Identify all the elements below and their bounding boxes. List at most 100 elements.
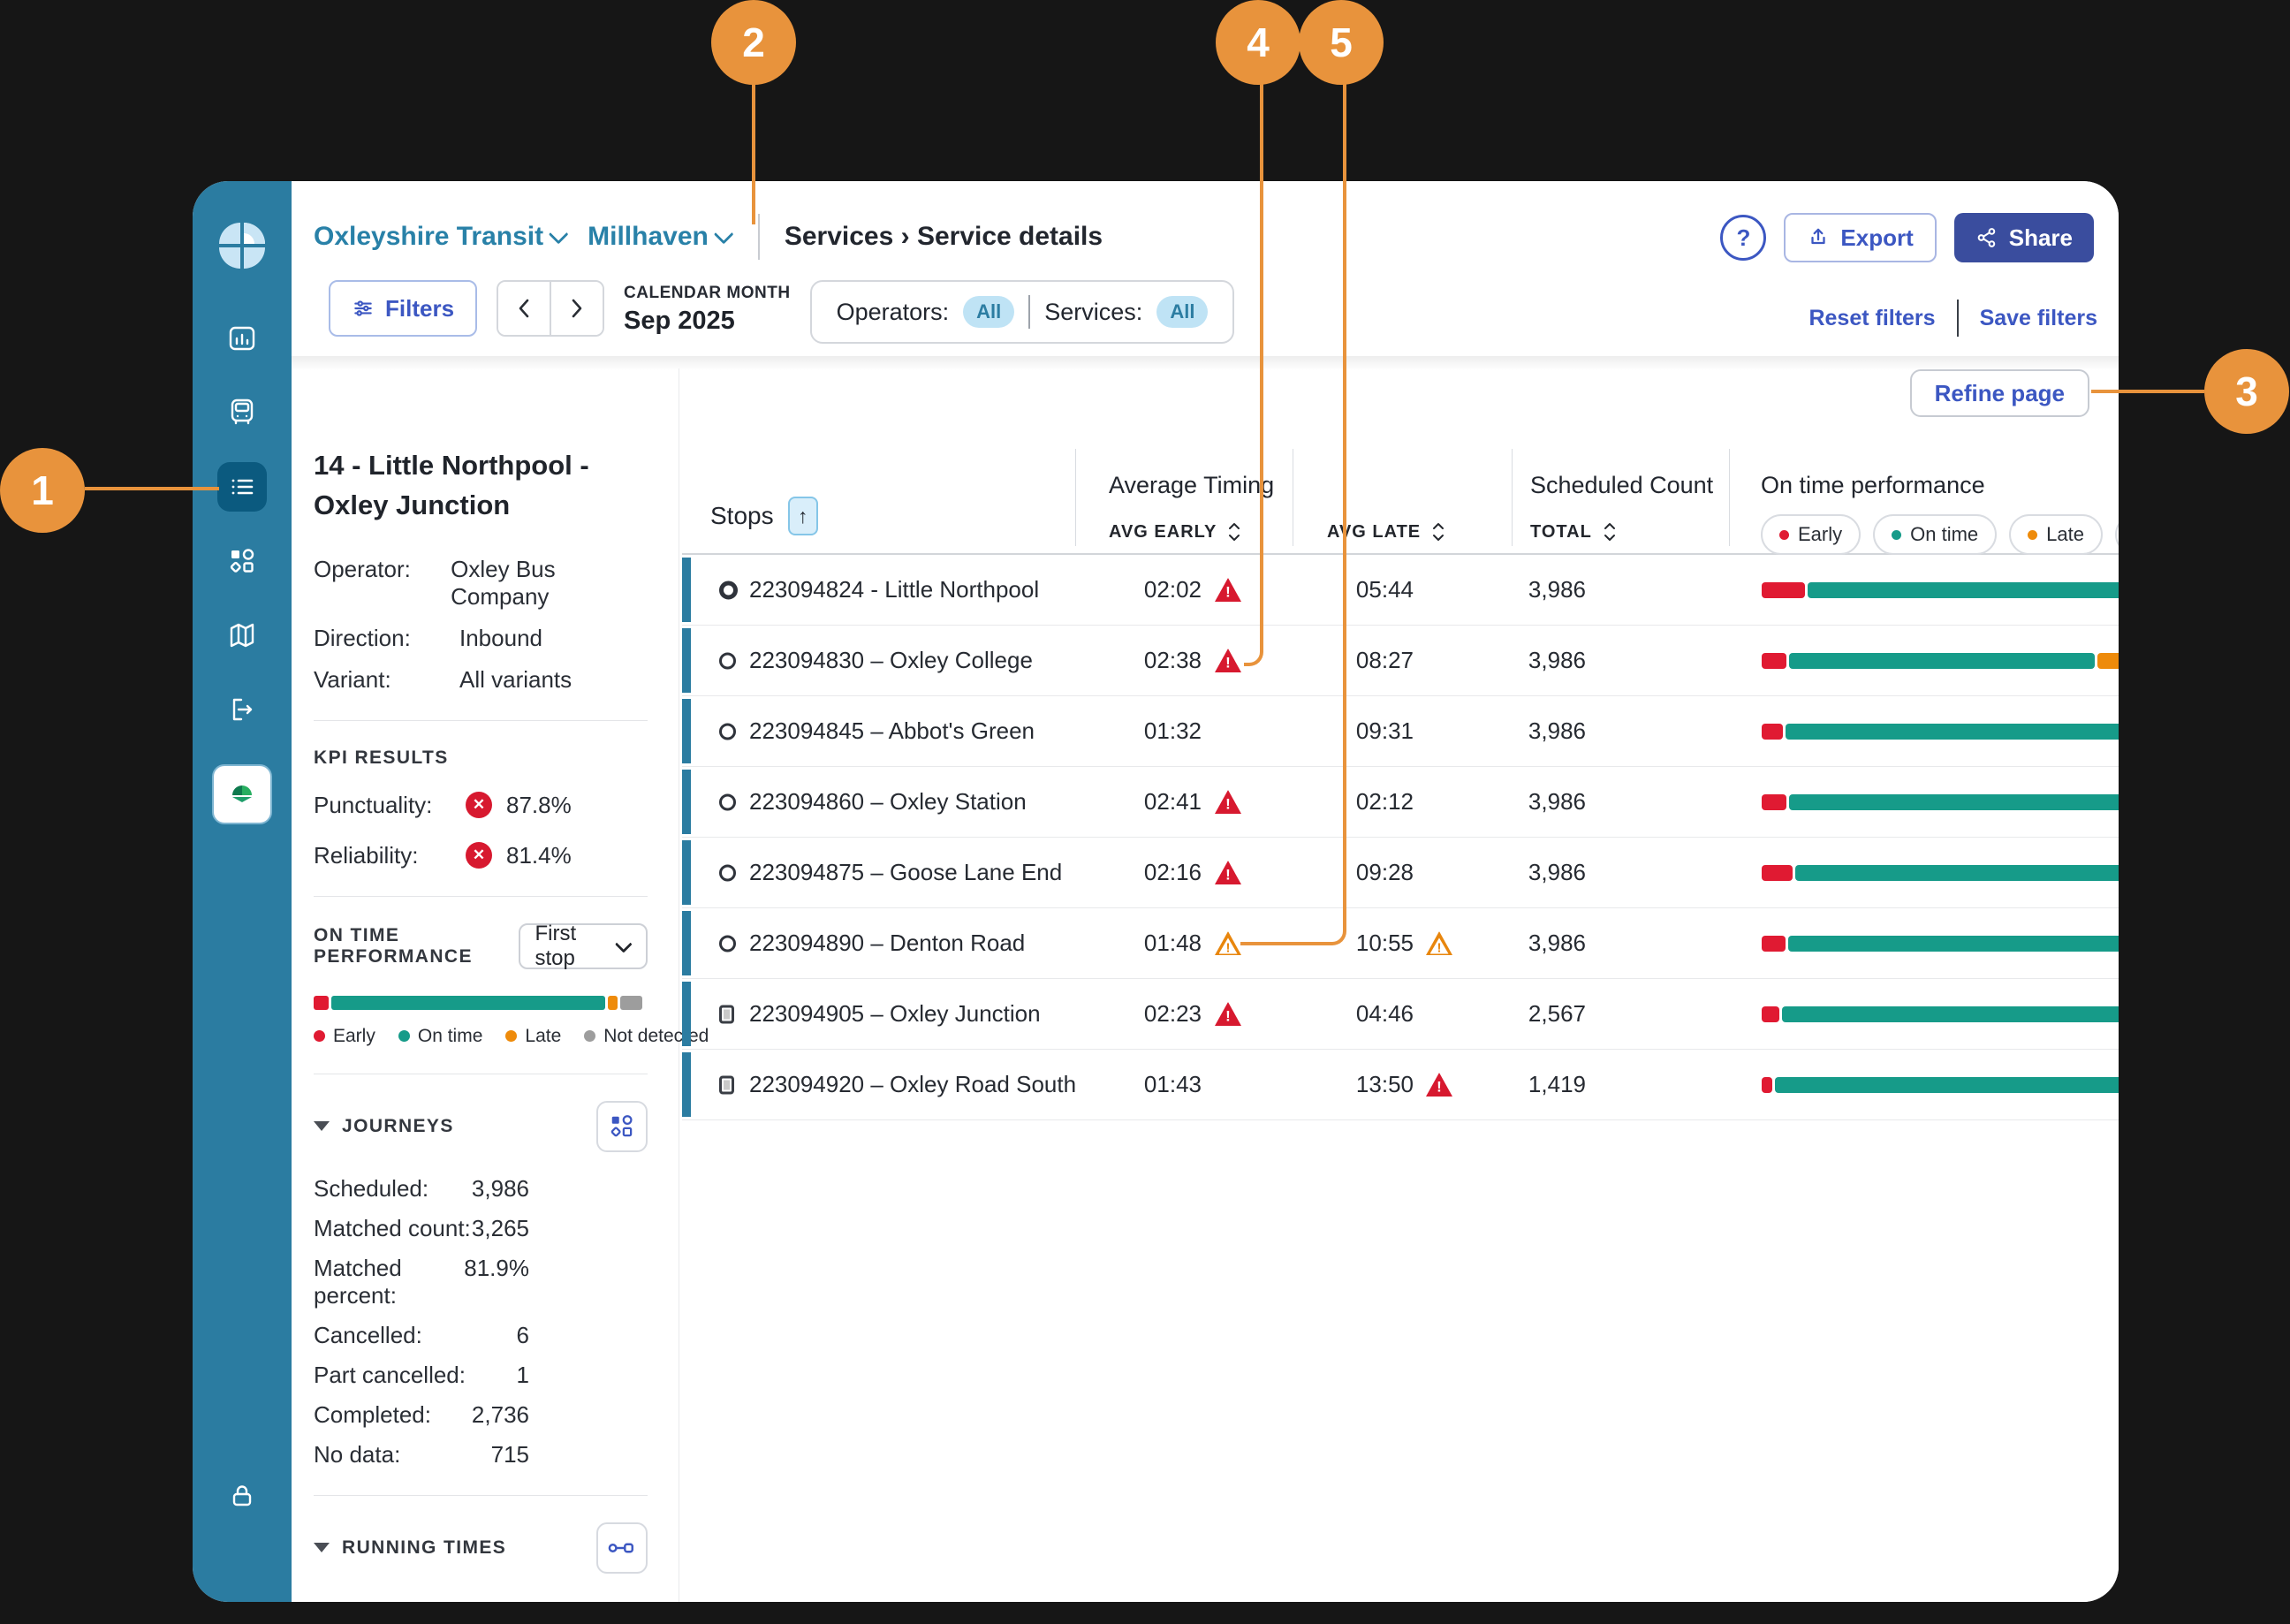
table-row[interactable]: 223094824 - Little Northpool 02:02 05:44… [682, 555, 2119, 626]
meta-row-operator: Operator: Oxley Bus Company [314, 556, 648, 611]
sidebar-item-vehicles[interactable] [217, 388, 267, 437]
route-stripe [682, 911, 691, 975]
journeys-detail-button[interactable] [596, 1100, 648, 1152]
table-row[interactable]: 223094845 – Abbot's Green 01:32 09:31 3,… [682, 696, 2119, 767]
partner-brand-tile[interactable] [212, 764, 272, 824]
running-times-detail-button[interactable] [596, 1522, 648, 1574]
table-row[interactable]: 223094905 – Oxley Junction 02:23 04:46 2… [682, 979, 2119, 1050]
journeys-collapse-toggle[interactable]: JOURNEYS [314, 1116, 454, 1137]
stat-row: Part cancelled: 1 [314, 1362, 529, 1389]
save-filters-link[interactable]: Save filters [1979, 305, 2097, 330]
header-actions: Export Share [1720, 213, 2094, 262]
scheduled-total-value: 3,986 [1528, 647, 1586, 673]
calendar-month-block: CALENDAR MONTH Sep 2025 [624, 280, 791, 338]
reset-filters-link[interactable]: Reset filters [1808, 305, 1936, 330]
journeys-stats: Scheduled: 3,986 Matched count: 3,265 Matc… [314, 1175, 529, 1468]
help-icon[interactable] [1720, 215, 1767, 261]
table-row[interactable]: 223094860 – Oxley Station 02:41 02:12 3,… [682, 767, 2119, 838]
otp-late-segment [607, 995, 618, 1010]
alert-red-icon [1215, 861, 1241, 884]
route-stripe [682, 558, 691, 622]
avg-early-header[interactable]: AVG EARLY [1109, 521, 1241, 543]
otp-row-bar [1762, 793, 2119, 810]
chip-on-time[interactable]: On time [1873, 514, 1998, 555]
avg-early-value: 02:38 [1143, 647, 1202, 673]
ontime-bar-segment [1789, 652, 2095, 669]
stat-value: 1 [516, 1361, 529, 1388]
stat-row: Matched count: 3,265 [314, 1215, 529, 1242]
bus-icon [226, 397, 258, 429]
meta-row-direction: Direction: Inbound [314, 625, 648, 652]
column-divider [1075, 449, 1076, 546]
refine-page-button[interactable]: Refine page [1909, 369, 2089, 417]
share-button[interactable]: Share [1953, 213, 2094, 262]
filters-button[interactable]: Filters [329, 280, 478, 337]
early-bar-segment [1762, 581, 1805, 598]
total-header[interactable]: TOTAL [1530, 521, 1617, 543]
next-month-button[interactable] [550, 282, 603, 335]
early-dot-icon [314, 1030, 325, 1043]
meta-label: Operator: [314, 555, 411, 582]
callout-line-5 [1240, 83, 1346, 945]
previous-month-button[interactable] [498, 282, 550, 335]
export-button[interactable]: Export [1784, 213, 1937, 262]
meta-value: Inbound [459, 624, 542, 651]
table-row[interactable]: 223094890 – Denton Road 01:48 10:55 3,98… [682, 908, 2119, 979]
meta-value: Oxley Bus Company [451, 555, 556, 610]
otp-stop-dropdown[interactable]: First stop [519, 921, 648, 970]
running-times-collapse-toggle[interactable]: RUNNING TIMES [314, 1537, 506, 1559]
stops-sort-button[interactable]: ↑ [787, 497, 818, 535]
sidebar-item-analytics[interactable] [217, 314, 267, 363]
scope-summary[interactable]: Operators: All Services: All [809, 280, 1235, 344]
chip-early[interactable]: Early [1761, 514, 1862, 555]
region-selector[interactable]: Millhaven [588, 222, 734, 252]
kpi-value: 81.4% [506, 841, 572, 869]
total-journey-label: Total journey [314, 1600, 648, 1602]
avg-late-header[interactable]: AVG LATE [1327, 521, 1445, 543]
legend-label: Early [333, 1025, 375, 1046]
partner-logo-icon [226, 778, 258, 810]
sidebar-item-map[interactable] [217, 611, 267, 660]
alert-red-icon [1215, 790, 1241, 814]
table-row[interactable]: 223094830 – Oxley College 02:38 08:27 3,… [682, 626, 2119, 696]
callout-badge-5: 5 [1299, 0, 1384, 85]
sort-icon [1229, 523, 1240, 541]
callout-line-3 [2091, 390, 2204, 393]
region-name: Millhaven [588, 222, 709, 251]
kpi-label: Reliability: [314, 841, 419, 869]
chip-late[interactable]: Late [2009, 514, 2103, 555]
table-row[interactable]: 223094920 – Oxley Road South 01:43 13:50… [682, 1050, 2119, 1120]
ontime-bar-segment [1795, 864, 2119, 881]
stat-row: No data: 715 [314, 1441, 529, 1468]
export-label: Export [1840, 224, 1914, 251]
lock-icon [226, 1480, 258, 1512]
sidebar-item-services[interactable] [217, 462, 267, 512]
table-row[interactable]: 223094875 – Goose Lane End 02:16 09:28 3… [682, 838, 2119, 908]
filters-label: Filters [385, 294, 455, 322]
chevron-down-icon [548, 224, 569, 245]
sidebar-item-lock[interactable] [217, 1471, 267, 1521]
bar-chart-icon [226, 323, 258, 354]
ontime-bar-segment [1782, 1006, 2119, 1022]
running-times-header: RUNNING TIMES [314, 1522, 648, 1574]
stat-value: 3,265 [471, 1214, 529, 1241]
kpi-label: Punctuality: [314, 791, 433, 818]
share-label: Share [2008, 224, 2073, 251]
avg-early-label: AVG EARLY [1109, 521, 1217, 542]
avg-late-value: 08:27 [1355, 647, 1414, 673]
export-icon [1807, 226, 1830, 249]
shapes-icon [609, 1113, 635, 1140]
avg-early-value: 01:43 [1143, 1071, 1202, 1097]
sidebar-item-segments[interactable] [217, 536, 267, 586]
header-shadow [292, 356, 2119, 370]
ontime-bar-segment [1789, 793, 2119, 810]
stat-value: 715 [490, 1440, 529, 1468]
chip-not-detected[interactable]: Not detected [2114, 514, 2119, 555]
main-content: Oxleyshire Transit Millhaven Services › … [292, 181, 2119, 1602]
otp-header: ON TIME PERFORMANCE First stop [314, 921, 648, 970]
meta-row-variant: Variant: All variants [314, 666, 648, 694]
org-selector[interactable]: Oxleyshire Transit [314, 222, 569, 252]
sidebar-item-logout[interactable] [217, 685, 267, 734]
ontime-dot-icon [1892, 529, 1902, 540]
dropdown-value: First stop [535, 921, 577, 970]
